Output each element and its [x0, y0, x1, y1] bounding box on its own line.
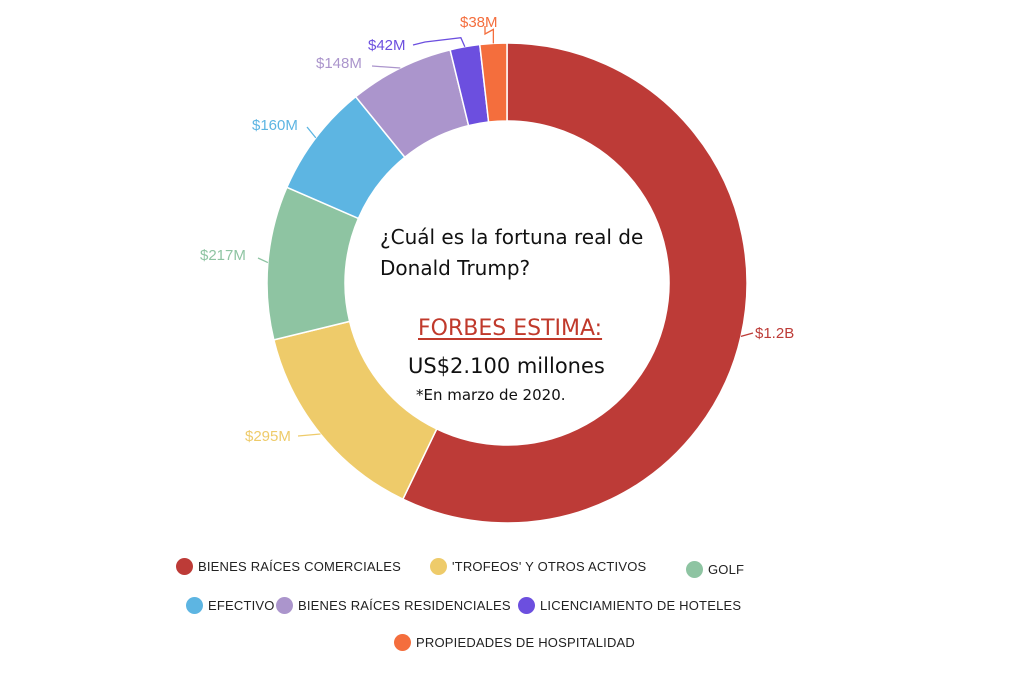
- chart-data-labels: $1.2B $295M $217M $160M $148M $42M $38M: [200, 14, 794, 445]
- legend-label: GOLF: [708, 562, 745, 577]
- data-label-bienes-raices-comerciales: $1.2B: [755, 325, 794, 342]
- legend-item-licenciamiento-de-hoteles[interactable]: LICENCIAMIENTO DE HOTELES: [518, 597, 741, 614]
- legend-label: EFECTIVO: [208, 598, 275, 613]
- legend-item-efectivo[interactable]: EFECTIVO: [186, 597, 275, 614]
- leader-line-trofeos-y-otros-activos: [297, 433, 321, 437]
- legend-label: BIENES RAÍCES RESIDENCIALES: [298, 598, 511, 613]
- chart-center-note: *En marzo de 2020.: [416, 386, 566, 404]
- legend-item-golf[interactable]: GOLF: [686, 561, 744, 578]
- leader-line-efectivo: [306, 126, 317, 139]
- leader-line-propiedades-de-hospitalidad: [484, 26, 495, 44]
- legend-swatch-icon: [394, 634, 411, 651]
- chart-slices: [266, 42, 748, 524]
- legend-label: BIENES RAÍCES COMERCIALES: [198, 559, 401, 574]
- leader-line-bienes-raices-comerciales: [740, 332, 754, 338]
- leader-line-bienes-raices-residenciales: [371, 65, 401, 69]
- legend-swatch-icon: [430, 558, 447, 575]
- chart-center-heading: FORBES ESTIMA:: [418, 316, 603, 341]
- data-label-efectivo: $160M: [252, 117, 298, 134]
- data-label-propiedades-de-hospitalidad: $38M: [460, 14, 498, 31]
- data-label-bienes-raices-residenciales: $148M: [316, 55, 362, 72]
- legend-item-propiedades-de-hospitalidad[interactable]: PROPIEDADES DE HOSPITALIDAD: [394, 634, 635, 651]
- leader-line-licenciamiento-de-hoteles: [412, 37, 466, 47]
- legend-label: LICENCIAMIENTO DE HOTELES: [540, 598, 742, 613]
- chart-center-value: US$2.100 millones: [408, 354, 605, 378]
- data-label-trofeos-y-otros-activos: $295M: [245, 428, 291, 445]
- leader-line-golf: [257, 257, 269, 264]
- chart-center-question: ¿Cuál es la fortuna real de Donald Trump…: [380, 225, 644, 280]
- legend-swatch-icon: [176, 558, 193, 575]
- slice-bienes-raices-comerciales[interactable]: [401, 42, 748, 524]
- legend-swatch-icon: [518, 597, 535, 614]
- data-label-golf: $217M: [200, 247, 246, 264]
- slice-propiedades-de-hospitalidad[interactable]: [478, 42, 508, 123]
- chart-leader-lines: [257, 26, 754, 437]
- legend-label: PROPIEDADES DE HOSPITALIDAD: [416, 635, 635, 650]
- legend-item-trofeos[interactable]: 'TROFEOS' Y OTROS ACTIVOS: [430, 558, 646, 575]
- legend-item-bienes-raices-residenciales[interactable]: BIENES RAÍCES RESIDENCIALES: [276, 597, 511, 614]
- legend-item-bienes-raices-comerciales[interactable]: BIENES RAÍCES COMERCIALES: [176, 558, 401, 575]
- legend-swatch-icon: [686, 561, 703, 578]
- data-label-licenciamiento-de-hoteles: $42M: [368, 37, 406, 54]
- legend-label: 'TROFEOS' Y OTROS ACTIVOS: [452, 559, 647, 574]
- slice-trofeos-y-otros-activos[interactable]: [272, 320, 438, 501]
- legend-swatch-icon: [186, 597, 203, 614]
- legend-swatch-icon: [276, 597, 293, 614]
